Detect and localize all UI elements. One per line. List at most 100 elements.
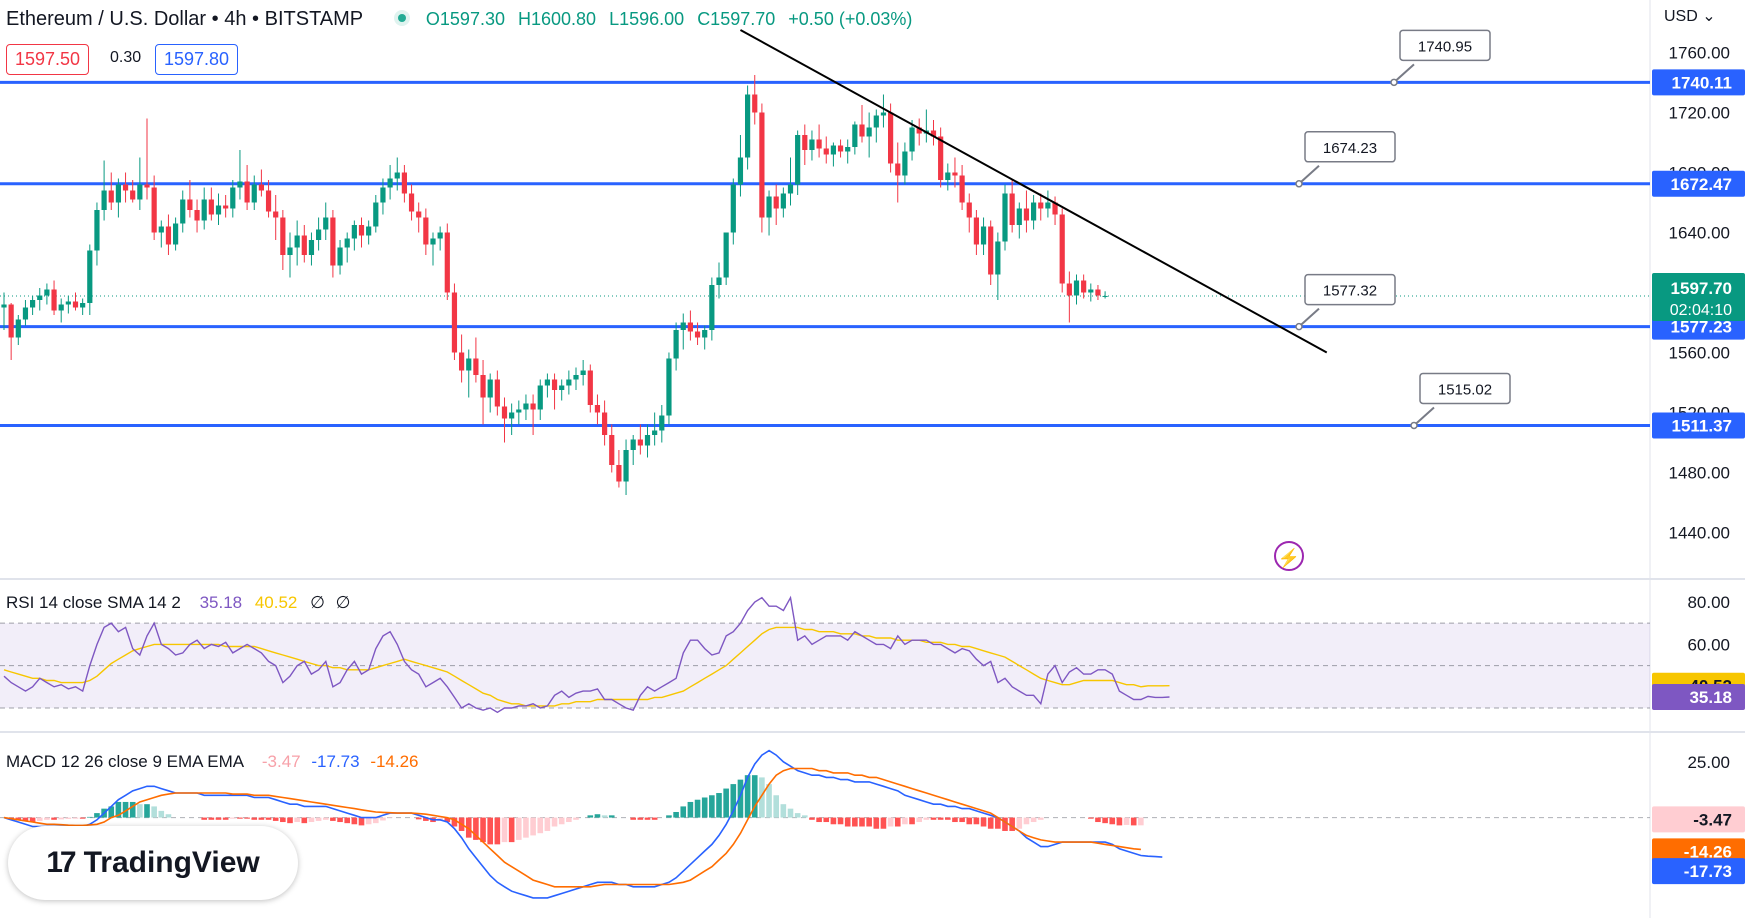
low-value: L1596.00 bbox=[609, 9, 685, 29]
bar-countdown: 02:04:10 bbox=[1670, 302, 1732, 319]
candle-body bbox=[823, 148, 829, 155]
macd-histogram-bar bbox=[830, 817, 837, 825]
candle-body bbox=[995, 241, 1001, 275]
macd-histogram-bar bbox=[380, 817, 386, 821]
candle-body bbox=[265, 190, 272, 212]
macd-histogram-bar bbox=[558, 817, 565, 825]
candle-body bbox=[151, 187, 157, 233]
candle-body bbox=[930, 130, 937, 137]
candle-body bbox=[702, 330, 708, 338]
macd-histogram-bar bbox=[930, 817, 937, 820]
macd-signal-line bbox=[3, 767, 1141, 888]
macd-histogram-bar bbox=[787, 808, 794, 818]
symbol-title[interactable]: Ethereum / U.S. Dollar bbox=[6, 8, 207, 30]
last-price-tag: 1597.70 bbox=[1671, 279, 1732, 298]
macd-histogram-bar bbox=[1116, 817, 1123, 826]
interval-label[interactable]: 4h bbox=[224, 8, 247, 30]
candle-body bbox=[144, 184, 150, 188]
candle-body bbox=[230, 187, 236, 209]
candle-body bbox=[37, 295, 43, 300]
candle-body bbox=[58, 304, 64, 311]
open-value: O1597.30 bbox=[425, 9, 505, 29]
callout-pointer bbox=[1413, 406, 1435, 427]
candle-body bbox=[745, 94, 751, 158]
close-value: C1597.70 bbox=[697, 9, 776, 29]
candle-body bbox=[237, 181, 243, 188]
sell-price-button[interactable]: 1597.50 bbox=[6, 44, 90, 75]
lightning-icon[interactable]: ⚡ bbox=[1274, 541, 1304, 571]
macd-legend[interactable]: MACD 12 26 close 9 EMA EMA -3.47 -17.73 … bbox=[6, 752, 419, 772]
candle-body bbox=[1095, 289, 1101, 296]
macd-histogram-bar bbox=[294, 817, 300, 823]
macd-histogram-bar bbox=[36, 817, 43, 821]
candle-body bbox=[251, 184, 257, 203]
macd-hist-tag-bg bbox=[1652, 806, 1745, 833]
macd-histogram-bar bbox=[287, 817, 293, 824]
level-price-tag-bg bbox=[1652, 170, 1745, 197]
candle-body bbox=[694, 331, 701, 338]
macd-tick-label: 25.00 bbox=[1687, 753, 1730, 772]
buy-price-button[interactable]: 1597.80 bbox=[155, 44, 239, 75]
candle-body bbox=[602, 412, 608, 435]
candle-body bbox=[408, 193, 415, 212]
rsi-legend[interactable]: RSI 14 close SMA 14 2 35.18 40.52 ∅ ∅ bbox=[6, 593, 350, 613]
rsi-title: RSI 14 close SMA 14 2 bbox=[6, 593, 181, 612]
candle-body bbox=[594, 405, 601, 413]
macd-histogram-bar bbox=[709, 795, 715, 818]
price-tick-label: 1640.00 bbox=[1669, 224, 1730, 243]
candle-body bbox=[194, 210, 200, 221]
chevron-down-icon: ⌄ bbox=[1702, 8, 1716, 25]
callout-anchor bbox=[1410, 421, 1418, 430]
candle-body bbox=[130, 190, 136, 200]
macd-histogram-bar bbox=[72, 817, 79, 819]
candle-body bbox=[644, 435, 651, 446]
macd-histogram-bar bbox=[1009, 817, 1015, 831]
macd-histogram-bar bbox=[644, 817, 651, 820]
candle-body bbox=[101, 190, 107, 210]
candle-body bbox=[80, 303, 86, 308]
macd-histogram-bar bbox=[237, 817, 243, 819]
candle-body bbox=[215, 205, 222, 215]
macd-histogram-bar bbox=[501, 817, 508, 843]
macd-histogram-bar bbox=[909, 817, 915, 825]
spread-value: 0.30 bbox=[110, 49, 142, 66]
macd-histogram-bar bbox=[573, 817, 579, 820]
macd-histogram-bar bbox=[551, 817, 558, 827]
macd-histogram-bar bbox=[773, 795, 779, 818]
candle-body bbox=[852, 124, 858, 147]
candle-body bbox=[559, 385, 565, 390]
macd-histogram-bar bbox=[866, 817, 872, 827]
macd-histogram-bar bbox=[222, 817, 229, 820]
price-tick-label: 1760.00 bbox=[1669, 44, 1730, 63]
macd-histogram-bar bbox=[1023, 817, 1030, 825]
candle-body bbox=[802, 135, 808, 150]
macd-histogram-bar bbox=[158, 810, 165, 818]
level-price-tag-bg bbox=[1652, 412, 1745, 439]
candle-body bbox=[795, 135, 801, 185]
macd-histogram-bar bbox=[1088, 817, 1094, 819]
macd-histogram-bar bbox=[995, 817, 1001, 829]
candle-body bbox=[94, 210, 100, 251]
candle-body bbox=[759, 112, 765, 218]
callout-anchor bbox=[1295, 322, 1303, 331]
candle-body bbox=[680, 322, 686, 330]
macd-histogram-bar bbox=[215, 817, 222, 820]
macd-histogram-bar bbox=[1002, 817, 1008, 831]
candle-body bbox=[537, 385, 543, 410]
rsi-line bbox=[3, 595, 1170, 714]
callout-pointer bbox=[1298, 307, 1320, 328]
candle-body bbox=[1102, 295, 1108, 297]
price-note-text: 1740.95 bbox=[1418, 38, 1472, 55]
candle-body bbox=[509, 412, 515, 419]
candle-body bbox=[809, 139, 815, 150]
macd-histogram-bar bbox=[344, 817, 350, 824]
candle-body bbox=[244, 181, 250, 203]
ohlc-values: O1597.30 H1600.80 L1596.00 C1597.70 +0.5… bbox=[426, 9, 920, 29]
macd-histogram-bar bbox=[537, 817, 544, 834]
macd-histogram-bar bbox=[952, 817, 958, 823]
candle-body bbox=[551, 379, 558, 390]
currency-selector[interactable]: USD ⌄ bbox=[1664, 6, 1716, 26]
macd-histogram-bar bbox=[687, 801, 694, 818]
macd-hist-tag: -3.47 bbox=[1693, 810, 1732, 829]
